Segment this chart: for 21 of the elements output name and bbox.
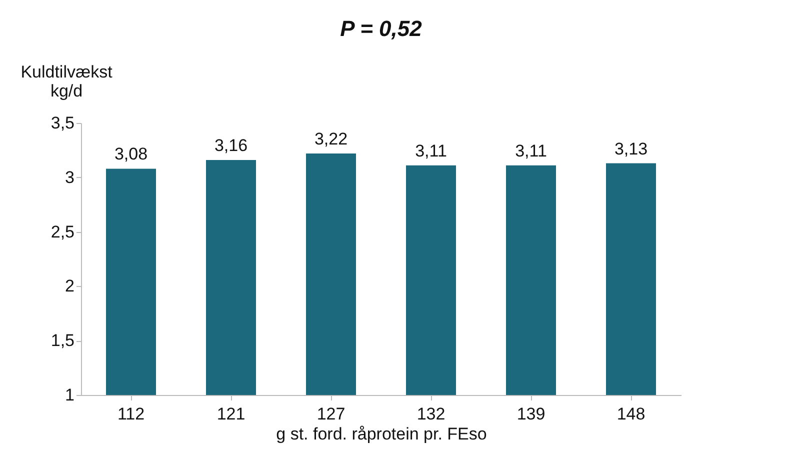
y-tick-label: 3,5 — [50, 114, 74, 132]
x-axis-title: g st. ford. råprotein pr. FEso — [276, 424, 487, 444]
x-tick-label: 148 — [616, 404, 646, 424]
y-tick-label: 2 — [65, 276, 74, 296]
chart-title: P = 0,52 — [340, 16, 423, 41]
x-tick-label: 121 — [216, 404, 246, 424]
data-label: 3,11 — [515, 141, 547, 160]
data-label: 3,16 — [214, 136, 248, 155]
y-tick-label: 2,5 — [50, 222, 74, 242]
data-label: 3,08 — [114, 144, 148, 164]
y-tick-label: 1,5 — [50, 331, 74, 350]
data-label: 3,11 — [415, 141, 447, 160]
x-tick-label: 139 — [516, 404, 546, 424]
x-tick-label: 112 — [117, 404, 145, 424]
x-tick-label: 127 — [316, 404, 346, 424]
y-tick-label: 3 — [65, 168, 74, 187]
data-label: 3,22 — [314, 129, 348, 148]
x-tick-label: 132 — [416, 404, 446, 424]
y-tick-label: 1 — [65, 386, 74, 404]
y-axis-title: Kuldtilvækst kg/d — [20, 62, 113, 100]
data-label: 3,13 — [614, 139, 648, 158]
